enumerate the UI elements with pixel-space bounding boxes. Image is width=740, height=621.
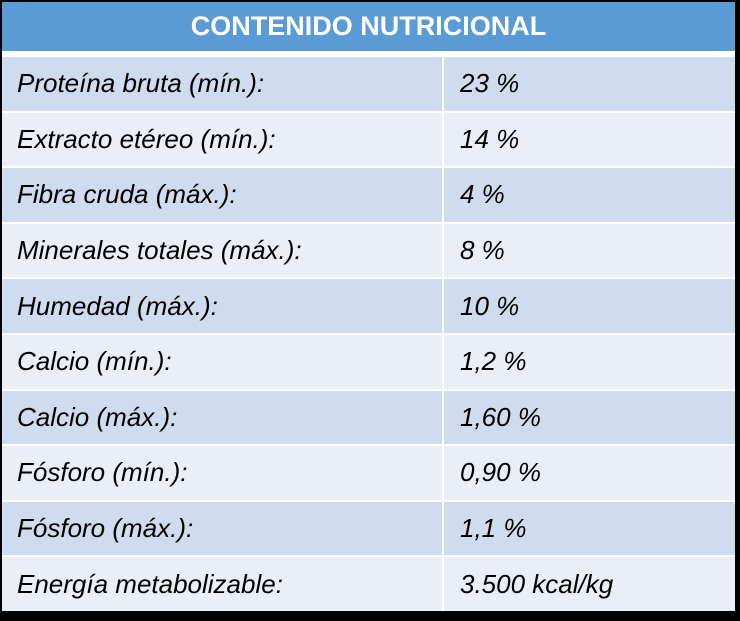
- table-row: Fósforo (mín.): 0,90 %: [2, 444, 735, 500]
- nutrient-value: 3.500 kcal/kg: [460, 568, 614, 599]
- nutrient-label: Calcio (máx.):: [2, 390, 444, 445]
- table-row: Fibra cruda (máx.): 4 %: [2, 166, 735, 222]
- nutrient-label: Extracto etéreo (mín.):: [2, 112, 444, 167]
- nutrient-value: 1,60 %: [460, 401, 541, 432]
- nutrient-label: Fósforo (mín.):: [2, 446, 444, 500]
- table-row: Minerales totales (máx.): 8 %: [2, 221, 735, 278]
- nutrient-label: Fósforo (máx.):: [2, 501, 444, 556]
- table-title: CONTENIDO NUTRICIONAL: [2, 2, 735, 55]
- nutrient-value: 8 %: [460, 235, 505, 266]
- nutrient-label: Fibra cruda (máx.):: [2, 168, 444, 222]
- table-body: Proteína bruta (mín.): 23 % Extracto eté…: [2, 55, 735, 611]
- table-row: Humedad (máx.): 10 %: [2, 277, 735, 333]
- nutrient-label: Calcio (mín.):: [2, 334, 444, 389]
- table-row: Calcio (máx.): 1,60 %: [2, 388, 735, 445]
- nutrient-value: 10 %: [460, 290, 520, 321]
- table-row: Extracto etéreo (mín.): 14 %: [2, 110, 735, 167]
- table-row: Calcio (mín.): 1,2 %: [2, 332, 735, 389]
- table-row: Fósforo (máx.): 1,1 %: [2, 499, 735, 556]
- nutrient-label: Humedad (máx.):: [2, 279, 444, 333]
- nutrient-value: 0,90 %: [460, 457, 541, 488]
- nutrition-table: CONTENIDO NUTRICIONAL Proteína bruta (mí…: [2, 2, 735, 611]
- nutrient-label: Energía metabolizable:: [2, 557, 444, 611]
- nutrient-label: Proteína bruta (mín.):: [2, 57, 444, 111]
- nutrient-value: 14 %: [460, 123, 520, 154]
- nutrient-value: 23 %: [460, 68, 520, 99]
- nutrient-value: 1,1 %: [460, 513, 527, 544]
- nutrient-value: 4 %: [460, 179, 505, 210]
- table-row: Energía metabolizable: 3.500 kcal/kg: [2, 555, 735, 611]
- nutrient-label: Minerales totales (máx.):: [2, 223, 444, 278]
- table-row: Proteína bruta (mín.): 23 %: [2, 55, 735, 111]
- nutrient-value: 1,2 %: [460, 346, 527, 377]
